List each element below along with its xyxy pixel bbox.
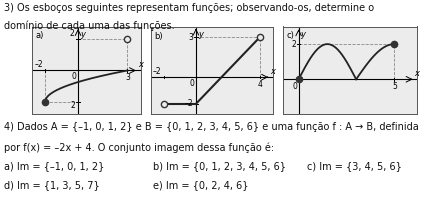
Text: 5: 5 [392, 82, 397, 91]
Text: d) Im = {1, 3, 5, 7}: d) Im = {1, 3, 5, 7} [4, 180, 100, 190]
Text: y: y [80, 30, 85, 39]
Text: x: x [414, 68, 420, 78]
Text: b): b) [154, 32, 163, 41]
Text: –2: –2 [152, 67, 161, 75]
Text: c) Im = {3, 4, 5, 6}: c) Im = {3, 4, 5, 6} [307, 161, 402, 171]
Text: y: y [198, 30, 203, 39]
Text: c): c) [286, 31, 294, 40]
Text: –2: –2 [184, 99, 193, 108]
Text: 0: 0 [72, 72, 76, 81]
Text: x: x [138, 60, 143, 69]
Text: a) Im = {–1, 0, 1, 2}: a) Im = {–1, 0, 1, 2} [4, 161, 105, 171]
Text: e) Im = {0, 2, 4, 6}: e) Im = {0, 2, 4, 6} [153, 180, 249, 190]
Text: 4) Dados A = {–1, 0, 1, 2} e B = {0, 1, 2, 3, 4, 5, 6} e uma função f : A → B, d: 4) Dados A = {–1, 0, 1, 2} e B = {0, 1, … [4, 122, 419, 132]
Text: 3: 3 [125, 73, 130, 82]
Text: y: y [301, 30, 305, 39]
Text: por f(x) = –2x + 4. O conjunto imagem dessa função é:: por f(x) = –2x + 4. O conjunto imagem de… [4, 142, 274, 153]
Text: x: x [270, 67, 275, 76]
Text: 0: 0 [292, 82, 297, 91]
Text: 4: 4 [257, 80, 262, 89]
Text: –2: –2 [35, 60, 43, 69]
Text: a): a) [35, 31, 43, 40]
Text: 2: 2 [291, 40, 296, 49]
Text: b) Im = {0, 1, 2, 3, 4, 5, 6}: b) Im = {0, 1, 2, 3, 4, 5, 6} [153, 161, 286, 171]
Text: domínio de cada uma das funções.: domínio de cada uma das funções. [4, 20, 175, 31]
Text: 2: 2 [71, 101, 75, 110]
Text: 3: 3 [189, 33, 193, 42]
Text: 0: 0 [190, 79, 194, 88]
Text: 3) Os esboços seguintes representam funções; observando-os, determine o: 3) Os esboços seguintes representam funç… [4, 3, 374, 13]
Text: 2: 2 [70, 29, 75, 38]
